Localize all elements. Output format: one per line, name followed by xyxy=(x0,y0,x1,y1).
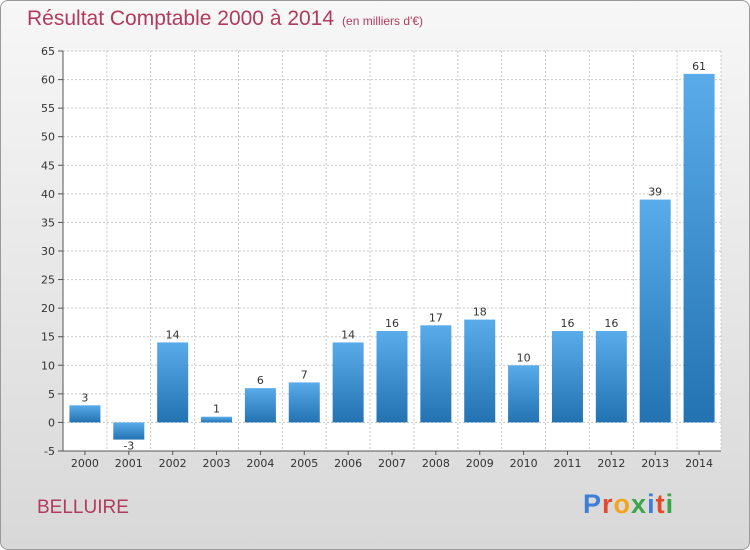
data-label: 16 xyxy=(560,317,574,330)
bar xyxy=(420,325,452,423)
data-label: 6 xyxy=(257,374,264,387)
data-label: 1 xyxy=(213,403,220,416)
y-tick-label: 35 xyxy=(41,216,55,229)
bar xyxy=(508,365,540,423)
data-label: 14 xyxy=(341,328,355,341)
data-label: 18 xyxy=(473,306,487,319)
logo-letter: P xyxy=(583,489,603,519)
data-label: 3 xyxy=(81,391,88,404)
bar xyxy=(113,422,145,440)
data-label: 16 xyxy=(604,317,618,330)
x-tick-label: 2002 xyxy=(159,457,187,470)
y-tick-label: 5 xyxy=(48,388,55,401)
bar xyxy=(332,342,364,423)
y-tick-label: 10 xyxy=(41,359,55,372)
x-tick-label: 2013 xyxy=(641,457,669,470)
x-tick-label: 2001 xyxy=(115,457,143,470)
data-label: 16 xyxy=(385,317,399,330)
commune-name: BELLUIRE xyxy=(37,497,129,518)
x-tick-label: 2006 xyxy=(334,457,362,470)
data-label: 10 xyxy=(517,351,531,364)
x-tick-label: 2007 xyxy=(378,457,406,470)
x-tick-label: 2009 xyxy=(466,457,494,470)
y-tick-label: 25 xyxy=(41,274,55,287)
bar xyxy=(551,331,583,423)
bar xyxy=(595,331,627,423)
x-tick-label: 2005 xyxy=(290,457,318,470)
x-tick-label: 2000 xyxy=(71,457,99,470)
y-tick-label: 60 xyxy=(41,74,55,87)
bar xyxy=(639,199,671,423)
chart-title-text: Résultat Comptable 2000 à 2014 xyxy=(27,7,335,30)
bar xyxy=(157,342,189,423)
x-tick-label: 2010 xyxy=(510,457,538,470)
chart-title: Résultat Comptable 2000 à 2014 (en millie… xyxy=(27,7,423,31)
data-label: 14 xyxy=(166,328,180,341)
x-tick-label: 2008 xyxy=(422,457,450,470)
data-label: -3 xyxy=(123,440,134,453)
y-tick-label: -5 xyxy=(44,445,55,458)
data-label: 17 xyxy=(429,311,443,324)
y-tick-label: 30 xyxy=(41,245,55,258)
bar xyxy=(683,73,715,423)
bar xyxy=(201,416,233,423)
bar xyxy=(464,319,496,423)
data-label: 39 xyxy=(648,186,662,199)
data-label: 7 xyxy=(301,368,308,381)
logo-letter: o xyxy=(613,489,632,519)
bar xyxy=(69,405,101,423)
bar xyxy=(376,331,408,423)
y-tick-label: 0 xyxy=(48,416,55,429)
logo-letter: i xyxy=(665,489,675,519)
logo-letter: t xyxy=(655,489,666,519)
y-tick-label: 55 xyxy=(41,102,55,115)
x-tick-label: 2011 xyxy=(553,457,581,470)
proxiti-logo[interactable]: Proxiti xyxy=(583,489,674,520)
y-tick-label: 45 xyxy=(41,159,55,172)
x-tick-label: 2012 xyxy=(597,457,625,470)
y-tick-label: 40 xyxy=(41,188,55,201)
x-tick-label: 2014 xyxy=(685,457,713,470)
logo-letter: r xyxy=(602,489,614,519)
bar xyxy=(288,382,320,423)
chart-subtitle: (en milliers d'€) xyxy=(342,14,424,28)
x-tick-label: 2004 xyxy=(246,457,274,470)
y-tick-label: 65 xyxy=(41,45,55,58)
bar xyxy=(244,388,276,423)
y-tick-label: 20 xyxy=(41,302,55,315)
x-tick-label: 2003 xyxy=(203,457,231,470)
logo-letter: x xyxy=(631,489,648,519)
data-label: 61 xyxy=(692,60,706,73)
y-tick-label: 50 xyxy=(41,131,55,144)
logo-letter: i xyxy=(647,489,656,519)
y-tick-label: 15 xyxy=(41,331,55,344)
